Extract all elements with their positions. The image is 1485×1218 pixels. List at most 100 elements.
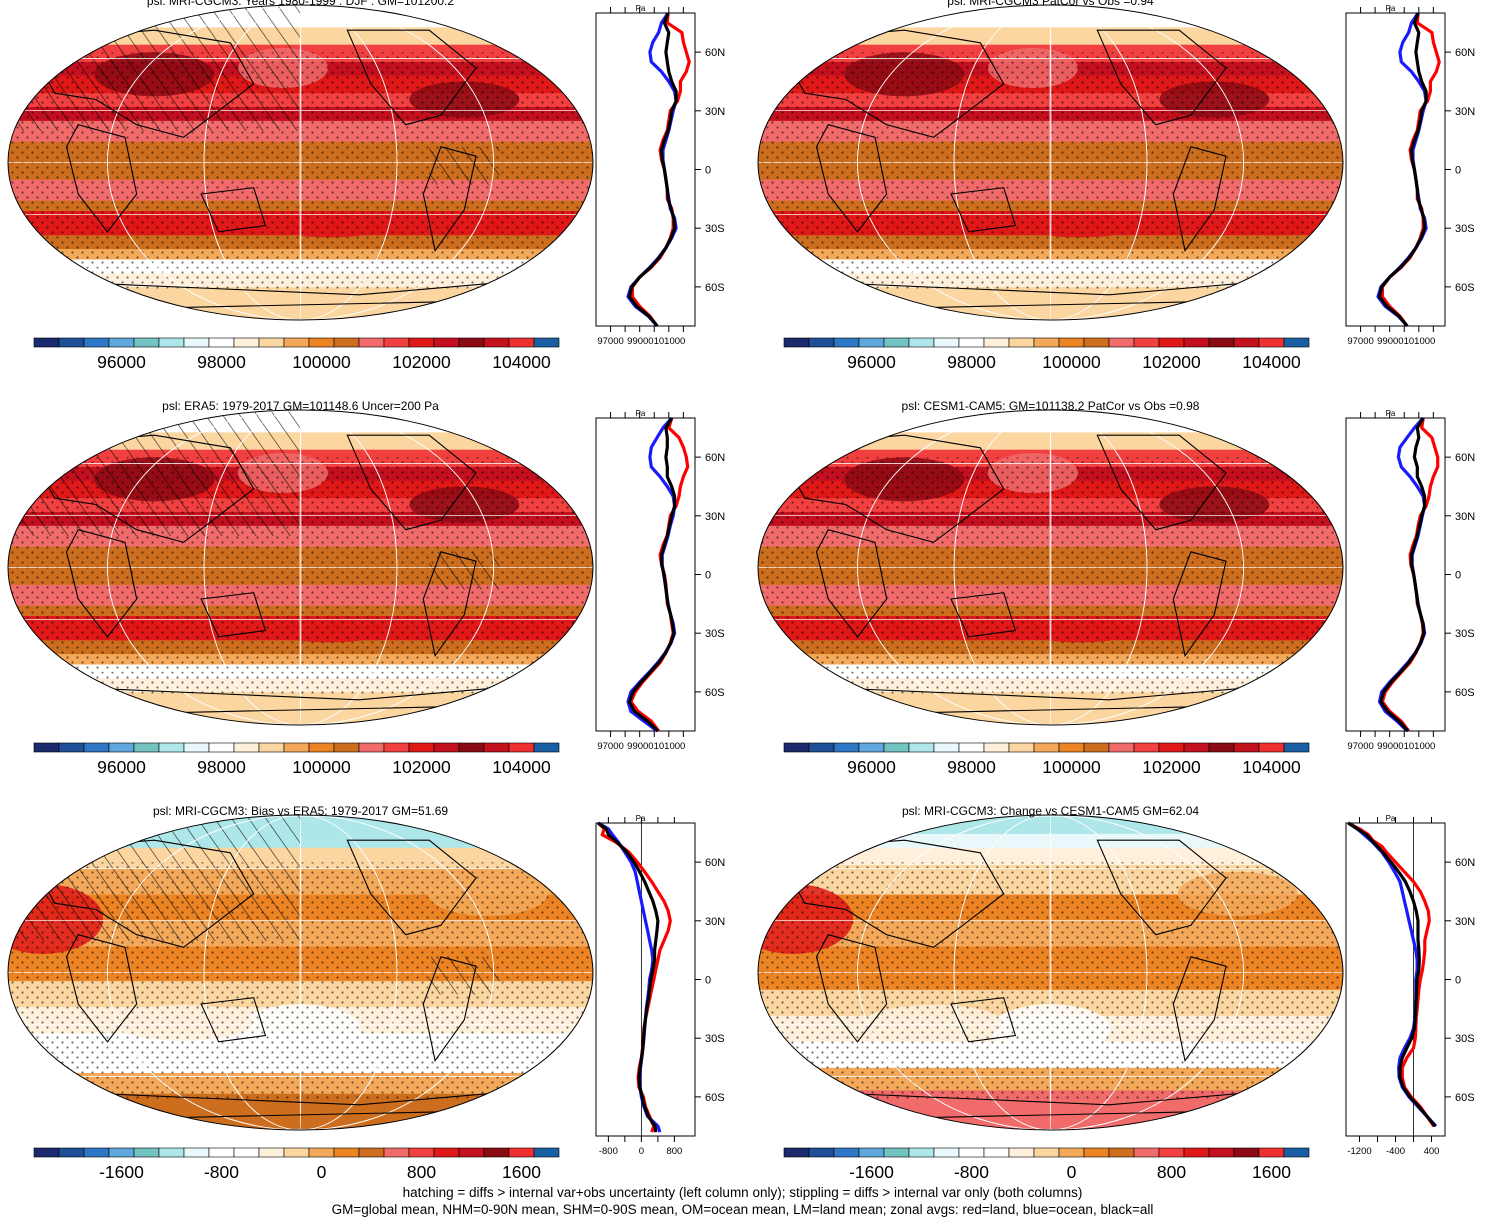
x-tick-label: 800 [666, 1146, 682, 1157]
colorbar-swatch [233, 337, 260, 348]
stippling [758, 862, 1343, 1099]
profile-frame [595, 822, 696, 1137]
colorbar-label: 96000 [97, 757, 146, 777]
y-tick-label: 30S [1455, 628, 1475, 640]
map-outline [7, 814, 594, 1131]
colorbar-1: 96000 98000 100000 102000 104000 [33, 337, 560, 372]
colorbar-swatch [908, 1147, 935, 1158]
y-tick-label: 60S [705, 1092, 725, 1104]
colorbar-label: 96000 [847, 352, 896, 372]
coastline [200, 187, 267, 233]
colorbar-swatch [483, 1147, 510, 1158]
colorbar-4: 96000 98000 100000 102000 104000 [783, 742, 1310, 777]
colorbar-swatch [383, 337, 410, 348]
colorbar-2: 96000 98000 100000 102000 104000 [783, 337, 1310, 372]
colorbar-swatch [308, 1147, 335, 1158]
profile-unit: Pa [1386, 814, 1396, 823]
graticule-meridian [953, 410, 1148, 725]
map-outline [757, 814, 1344, 1131]
x-tick-label: 99000101000 [1377, 741, 1435, 752]
colorbar-swatch [858, 1147, 885, 1158]
colorbar-swatch [958, 337, 985, 348]
colorbar-swatch [1133, 1147, 1160, 1158]
colorbar-swatch [983, 337, 1010, 348]
colorbar-swatch [208, 742, 235, 753]
colorbar-swatch [1283, 742, 1310, 753]
colorbar-swatch [458, 1147, 485, 1158]
zonal-profile-4: 60N 30N 0 30S 60S Pa 97000 99000101000 [1345, 409, 1475, 752]
zonal-profile-1: 60N 30N 0 30S 60S Pa 97000 99000101000 [595, 4, 725, 347]
colorbar-swatch [433, 337, 460, 348]
graticule-meridian [107, 815, 494, 1130]
coastline [65, 529, 138, 638]
colorbar-swatch [108, 337, 135, 348]
colorbar-swatch [958, 742, 985, 753]
zonal-mean-ocean-line [626, 12, 678, 328]
zonal-mean-land-line [630, 12, 691, 327]
coastline [65, 124, 138, 233]
colorbar-label: 98000 [197, 757, 246, 777]
colorbar-swatch [333, 337, 360, 348]
colorbar-3: 96000 98000 100000 102000 104000 [33, 742, 560, 777]
colorbar-swatch [1183, 742, 1210, 753]
colorbar-swatch [1008, 742, 1035, 753]
footnote-line-1: hatching = diffs > internal var+obs unce… [402, 1185, 1083, 1200]
y-tick-label: 60S [1455, 282, 1475, 294]
colorbar-swatch [133, 1147, 160, 1158]
colorbar-swatch [333, 742, 360, 753]
colorbar-swatch [833, 742, 860, 753]
x-tick-label: 97000 [1347, 336, 1373, 347]
graticule-meridian [857, 5, 1244, 320]
zonal-mean-land-line [1380, 12, 1441, 327]
y-tick-label: 60N [705, 857, 725, 869]
colorbar-swatch [833, 1147, 860, 1158]
coastline [1172, 551, 1227, 658]
colorbar-label: 100000 [292, 757, 351, 777]
colorbar-swatch [858, 337, 885, 348]
colorbar-label: 102000 [1142, 352, 1201, 372]
graticule-meridian [1049, 5, 1052, 320]
coastline [1096, 839, 1227, 936]
y-tick-label: 60S [705, 282, 725, 294]
colorbar-swatch [783, 337, 810, 348]
zonal-mean-all-line [1377, 12, 1428, 328]
colorbar-swatch [1233, 337, 1260, 348]
colorbar-swatch [1183, 337, 1210, 348]
colorbar-swatch [258, 742, 285, 753]
graticule-meridian [953, 815, 1148, 1130]
y-tick-label: 0 [1455, 975, 1461, 987]
coastline [950, 997, 1017, 1043]
y-tick-label: 0 [705, 570, 711, 582]
map-title: psl: MRI-CGCM3: Bias vs ERA5: 1979-2017 … [153, 804, 448, 818]
coastline [422, 146, 477, 253]
zonal-mean-all-line [1379, 417, 1427, 733]
colorbar-swatch [183, 742, 210, 753]
hatching [429, 956, 500, 995]
y-tick-label: 60N [1455, 47, 1475, 59]
graticule-meridian [857, 410, 1244, 725]
hatching [429, 146, 500, 185]
colorbar-swatch [233, 742, 260, 753]
colorbar-swatch [508, 742, 535, 753]
zonal-profile-3: 60N 30N 0 30S 60S Pa 97000 99000101000 [595, 409, 725, 752]
hatching [8, 815, 301, 941]
colorbar-swatch [283, 742, 310, 753]
graticule-meridian [107, 5, 494, 320]
colorbar-swatch [333, 1147, 360, 1158]
colorbar-swatch [1033, 1147, 1060, 1158]
contour-band [758, 847, 1343, 866]
colorbar-swatch [308, 742, 335, 753]
colorbar-label: -1600 [99, 1162, 144, 1182]
colorbar-swatch [1083, 337, 1110, 348]
colorbar-swatch [158, 1147, 185, 1158]
colorbar-swatch [208, 337, 235, 348]
colorbar-label: 0 [317, 1162, 327, 1182]
colorbar-swatch [1158, 742, 1185, 753]
graticule-meridian [857, 815, 1244, 1130]
colorbar-swatch [308, 337, 335, 348]
y-tick-label: 60N [1455, 857, 1475, 869]
colorbar-label: -800 [204, 1162, 239, 1182]
graticule-meridian [953, 5, 1148, 320]
colorbar-swatch [983, 1147, 1010, 1158]
colorbar-swatch [533, 742, 560, 753]
